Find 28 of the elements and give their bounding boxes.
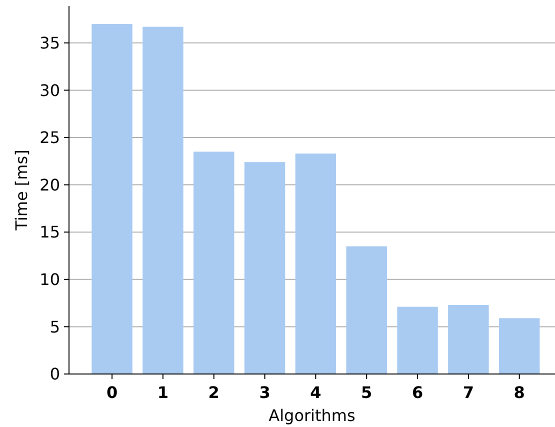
bar [295, 154, 336, 374]
y-tick-label: 25 [40, 128, 60, 148]
bar [448, 304, 489, 374]
x-tick-label: 1 [157, 383, 169, 402]
x-tick-label: 7 [462, 383, 474, 402]
x-axis-title: Algorithms [268, 406, 356, 425]
x-tick-label: 0 [106, 383, 118, 402]
bar [244, 162, 286, 374]
y-tick-label: 35 [40, 33, 60, 52]
x-tick-label: 4 [310, 383, 322, 402]
y-tick-label: 20 [40, 175, 60, 194]
y-tick-label: 30 [40, 80, 60, 100]
x-tick-label: 6 [412, 383, 424, 402]
x-tick-label: 8 [514, 383, 525, 402]
y-tick-label: 15 [40, 222, 60, 242]
bar [142, 26, 184, 374]
y-tick-label: 10 [40, 270, 60, 289]
bar [346, 246, 387, 374]
bar [92, 24, 132, 374]
bar [397, 306, 438, 374]
y-axis-title: Time [ms] [12, 150, 31, 232]
x-tick-label: 2 [208, 383, 220, 402]
bar [193, 152, 234, 374]
y-tick-label: 5 [50, 317, 60, 336]
bar [498, 318, 540, 374]
x-tick-label: 3 [259, 383, 270, 402]
x-tick-label: 5 [361, 383, 372, 402]
y-tick-label: 0 [50, 364, 60, 384]
